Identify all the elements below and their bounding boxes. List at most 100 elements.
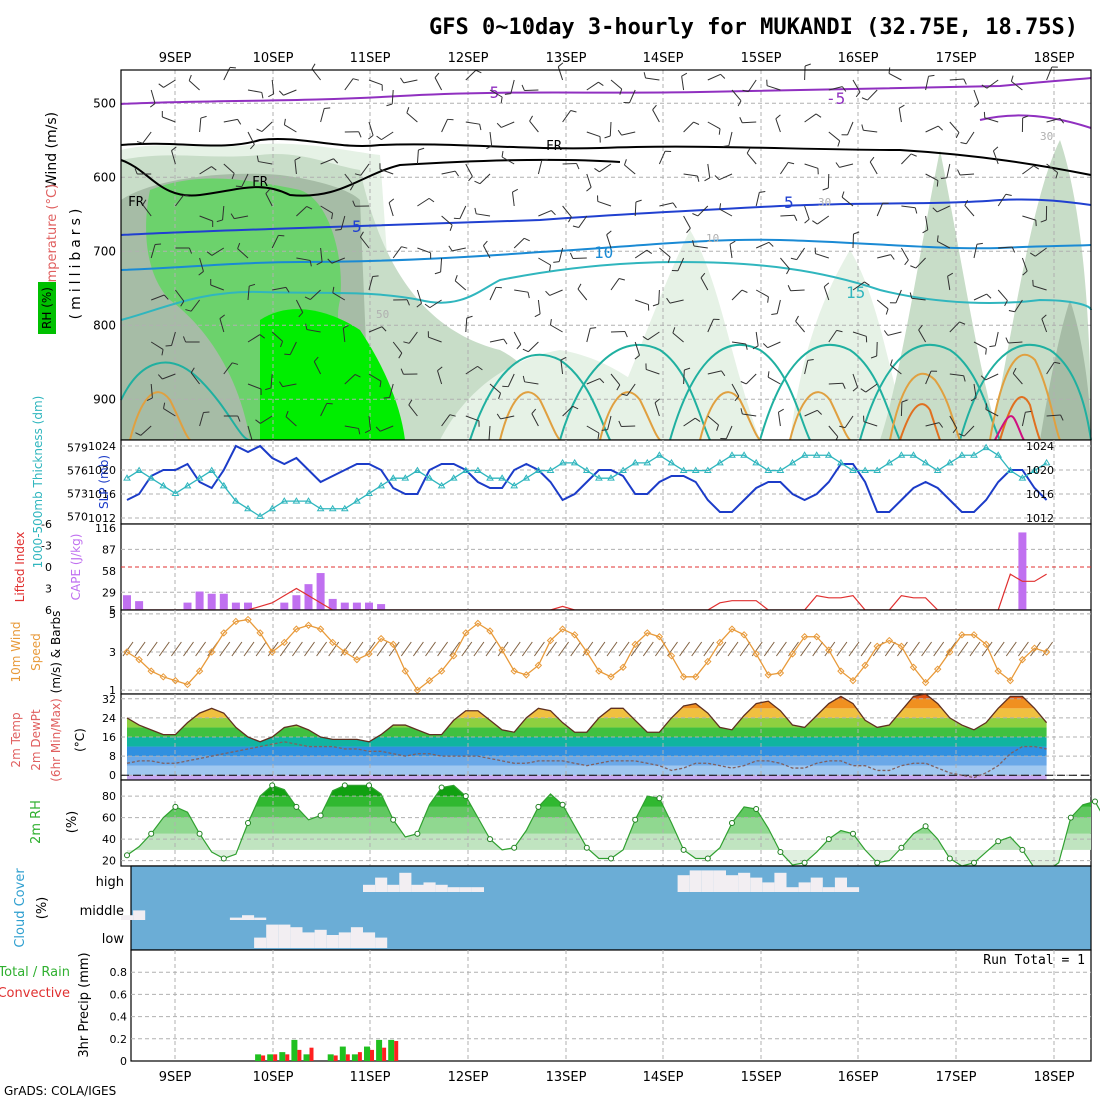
wind-barb-flag [937,125,943,131]
wind-barb [898,108,902,123]
wind-barb-flag [714,175,720,181]
wind-barb-flag [597,432,600,440]
wind-barb [767,376,781,385]
wind-barb [731,289,743,301]
wind-barb [199,412,204,427]
thickness-marker [933,466,942,474]
wind-barb [222,205,225,220]
wind-barb-flag [918,324,923,331]
wind-barb-flag [268,93,274,98]
wind-barb-flag [386,103,393,107]
cape-bar [377,604,386,610]
temp-tick-label: 0 [109,769,116,782]
thickness-marker [135,466,143,474]
wind-marker [909,663,918,671]
wind-barb [965,131,975,145]
wind-barb [163,408,176,417]
wind-barb-flag [759,191,766,193]
wind-barb [925,215,929,230]
thickness-marker [195,474,204,481]
svg-text:Wind (m/s): Wind (m/s) [44,112,60,188]
wind-marker [982,640,990,649]
thickness-marker [1018,474,1027,481]
wind-barb [199,215,213,222]
thickness-marker [776,466,785,474]
wind-barb-flag [400,368,404,375]
rh-marker [535,803,542,810]
svg-text:FR: FR [252,175,268,190]
wind10m-barb [969,641,981,657]
wind-barb-flag [219,314,226,319]
svg-text:-5: -5 [826,89,845,108]
wind-barb [867,89,878,101]
thickness-marker [861,466,869,474]
rh-marker [317,812,324,819]
wind-barb-flag [958,433,965,437]
wind-barb [489,89,503,98]
wind-barb-flag [793,215,798,221]
thickness-marker [982,443,990,451]
wind10m-barb [703,641,715,657]
wind-barb-flag [155,243,162,246]
wind10m-barb [812,641,824,657]
wind-barb [610,373,621,386]
rh-marker [390,816,397,823]
wind-barb [963,425,975,437]
wind-barb [175,289,185,302]
wind-marker [316,625,325,633]
wind-barb-flag [504,93,511,95]
wind-barb [986,79,999,89]
rh2m-panel: 20 40 60 80 2m RH (%) [29,779,1100,875]
wind-barb [289,341,297,355]
temp-tick-label: 32 [102,693,116,706]
wind-barb [985,373,999,381]
wind-barb [915,257,926,269]
wind-barb [804,360,809,375]
wind-barb [310,289,321,300]
wind-barb-flag [768,241,774,247]
wind-marker [353,655,361,664]
wind-marker [643,629,652,637]
wind-barb-flag [449,414,456,417]
wind-barb-flag [890,254,895,260]
wind-barb [890,364,902,375]
wind-barb-flag [1022,270,1028,276]
wind-barb [804,113,817,123]
svg-text:Cloud Cover: Cloud Cover [13,868,28,948]
wind10m-barb [485,641,497,657]
wind-barb [634,341,641,356]
wind-barb-flag [157,374,163,380]
wind-barb-flag [549,264,552,272]
wind-barb-flag [278,90,284,96]
thickness-marker [1006,466,1015,474]
rh-marker [148,830,155,837]
wind-barb [984,117,999,123]
cloud-bar [302,932,315,948]
wind-barb-flag [853,231,860,235]
wind-barb-flag [635,199,642,203]
wind-barb-flag [279,381,284,387]
cape-bar [280,602,289,610]
thickness-marker [570,458,579,466]
svg-text:(millibars): (millibars) [68,205,84,320]
wind10m-barb [521,641,533,657]
wind-barb-flag [230,213,235,219]
wind-barb-flag [237,242,241,249]
precip-conv-bar [357,1052,362,1061]
wind-barb [659,247,671,258]
rh-marker [656,795,663,802]
wind-barb-flag [634,354,640,360]
wind-barb [586,378,600,385]
wind-barb-flag [496,122,502,128]
thickness-marker [897,451,906,458]
wind-marker [885,636,894,645]
wind-barb-flag [448,245,453,252]
wind-barb [392,246,402,259]
thickness-marker [994,451,1003,458]
wind-barb [247,89,262,93]
wind-barb-flag [1004,300,1008,307]
wind-barb [731,341,746,345]
svg-text:2m Temp: 2m Temp [9,712,23,767]
wind-barb [839,163,854,168]
thickness-tick-label: 576 [67,465,88,478]
